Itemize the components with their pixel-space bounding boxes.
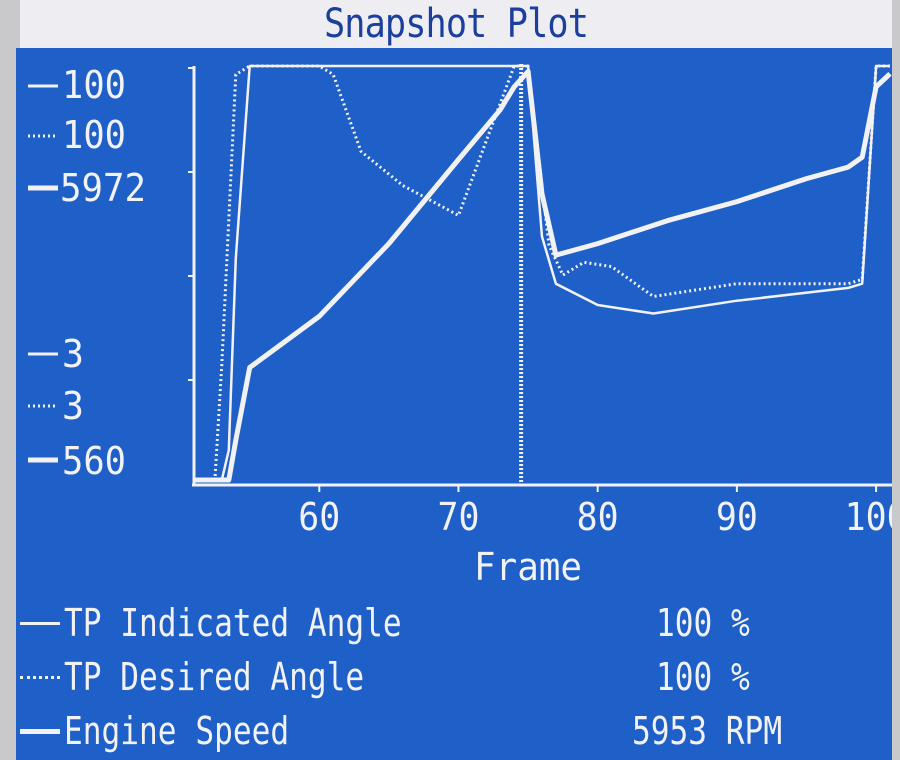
x-tick-label: 100: [845, 495, 892, 539]
scale-max-tp-desired: 100: [62, 113, 126, 157]
series-layer: [194, 64, 892, 485]
legend-row-engine-speed: Engine Speed 5953 RPM: [16, 706, 892, 756]
legend-row-tp-desired: TP Desired Angle 100 %: [16, 652, 892, 702]
series-line-tp-indicated-angle: [194, 64, 890, 482]
x-tick-label: 80: [577, 495, 619, 539]
x-axis-label: Frame: [474, 545, 582, 589]
legend-label-tp-desired: TP Desired Angle: [64, 655, 365, 699]
y-scale-legend: 100 100 5972 3 3 560: [28, 63, 146, 483]
legend-line-solid: [20, 622, 60, 625]
series-line-engine-speed: [194, 69, 892, 483]
legend-label-engine-speed: Engine Speed: [64, 709, 290, 753]
legend-line-thick: [20, 729, 60, 734]
x-ticks: 60 70 80 90 100: [298, 485, 892, 539]
legend-value-engine-speed: 5953 RPM: [632, 709, 783, 753]
snapshot-plot[interactable]: 100 100 5972 3 3 560: [16, 48, 892, 760]
scale-min-engine-speed: 560: [62, 439, 126, 483]
x-tick-label: 60: [298, 495, 340, 539]
legend-line-dotted: [20, 676, 60, 679]
legend-value-tp-indicated: 100 %: [656, 601, 750, 645]
legend-row-tp-indicated: TP Indicated Angle 100 %: [16, 598, 892, 648]
x-tick-label: 70: [437, 495, 479, 539]
plot-axes: [188, 66, 892, 487]
legend-label-tp-indicated: TP Indicated Angle: [64, 601, 402, 645]
scale-max-engine-speed: 5972: [60, 166, 146, 210]
plot-panel: 100 100 5972 3 3 560: [16, 48, 892, 760]
scale-min-tp-desired: 3: [62, 384, 84, 428]
scale-max-tp-indicated: 100: [62, 63, 126, 107]
page-title: Snapshot Plot: [323, 1, 589, 47]
legend-value-tp-desired: 100 %: [656, 655, 750, 699]
title-bar: Snapshot Plot: [20, 0, 892, 48]
scale-min-tp-indicated: 3: [62, 332, 84, 376]
x-tick-label: 90: [716, 495, 758, 539]
series-line-tp-desired-angle: [194, 64, 890, 482]
